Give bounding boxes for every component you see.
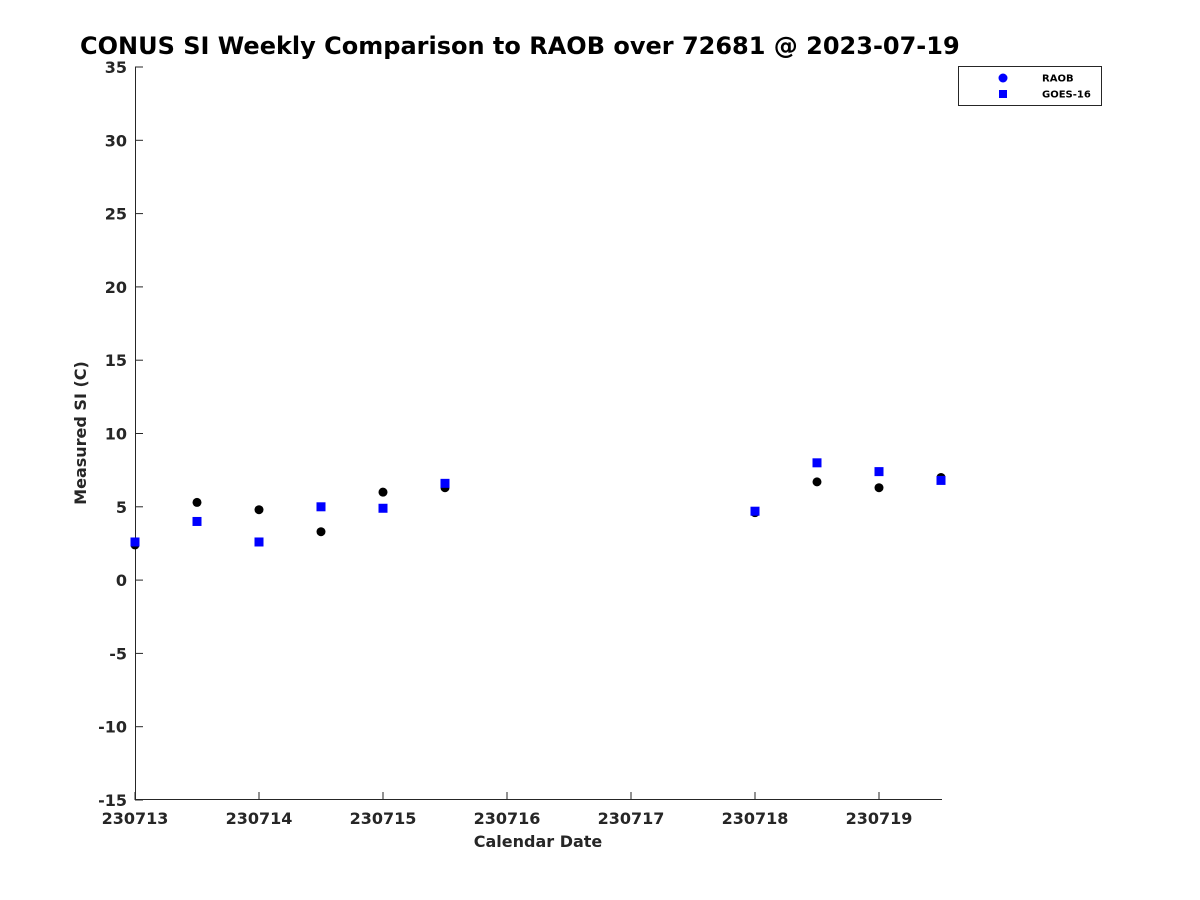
x-tick-label: 230716	[474, 809, 541, 828]
x-tick-label: 230719	[846, 809, 913, 828]
x-axis-ticks: 230713 230714 230715 230716 230717 230718 2307…	[102, 792, 913, 828]
y-axis-ticks: -15 -10 -5 0 5 10 15 20 25 30 35	[98, 58, 143, 810]
legend-label-raob: RAOB	[1042, 74, 1074, 85]
legend-marker-goes-16	[999, 90, 1007, 98]
point-goes-16	[936, 475, 946, 485]
y-tick-label: -5	[109, 644, 127, 663]
x-axis-label: Calendar Date	[474, 832, 603, 851]
point-goes-16	[316, 502, 326, 512]
y-tick-label: 0	[116, 571, 127, 590]
point-raob	[812, 477, 822, 487]
point-raob	[254, 505, 264, 515]
point-goes-16	[378, 503, 388, 513]
y-axis-label: Measured SI (C)	[71, 361, 90, 505]
x-tick-label: 230715	[350, 809, 417, 828]
point-goes-16	[874, 467, 884, 477]
point-goes-16	[254, 537, 264, 547]
x-tick-label: 230713	[102, 809, 169, 828]
data-points	[130, 458, 946, 550]
legend-marker-raob	[998, 73, 1008, 83]
point-raob	[316, 527, 326, 537]
point-goes-16	[750, 506, 760, 516]
y-tick-label: 5	[116, 498, 127, 517]
y-tick-label: 25	[105, 205, 127, 224]
legend-label-goes-16: GOES-16	[1042, 90, 1091, 101]
y-tick-label: -10	[98, 718, 127, 737]
y-tick-label: 20	[105, 278, 127, 297]
x-tick-label: 230718	[722, 809, 789, 828]
point-goes-16	[440, 478, 450, 488]
point-raob	[192, 497, 202, 507]
y-tick-label: -15	[98, 791, 127, 810]
y-tick-label: 30	[105, 131, 127, 150]
chart-legend: RAOB GOES-16	[958, 66, 1102, 106]
plot-axes	[135, 67, 942, 800]
point-goes-16	[130, 537, 140, 547]
point-goes-16	[812, 458, 822, 468]
x-tick-label: 230717	[598, 809, 665, 828]
y-tick-label: 10	[105, 425, 127, 444]
point-raob	[874, 483, 884, 493]
y-tick-label: 35	[105, 58, 127, 77]
point-goes-16	[192, 516, 202, 526]
point-raob	[378, 487, 388, 497]
x-tick-label: 230714	[226, 809, 293, 828]
chart-title: CONUS SI Weekly Comparison to RAOB over …	[80, 32, 960, 60]
y-tick-label: 15	[105, 351, 127, 370]
legend-box	[958, 66, 1102, 106]
